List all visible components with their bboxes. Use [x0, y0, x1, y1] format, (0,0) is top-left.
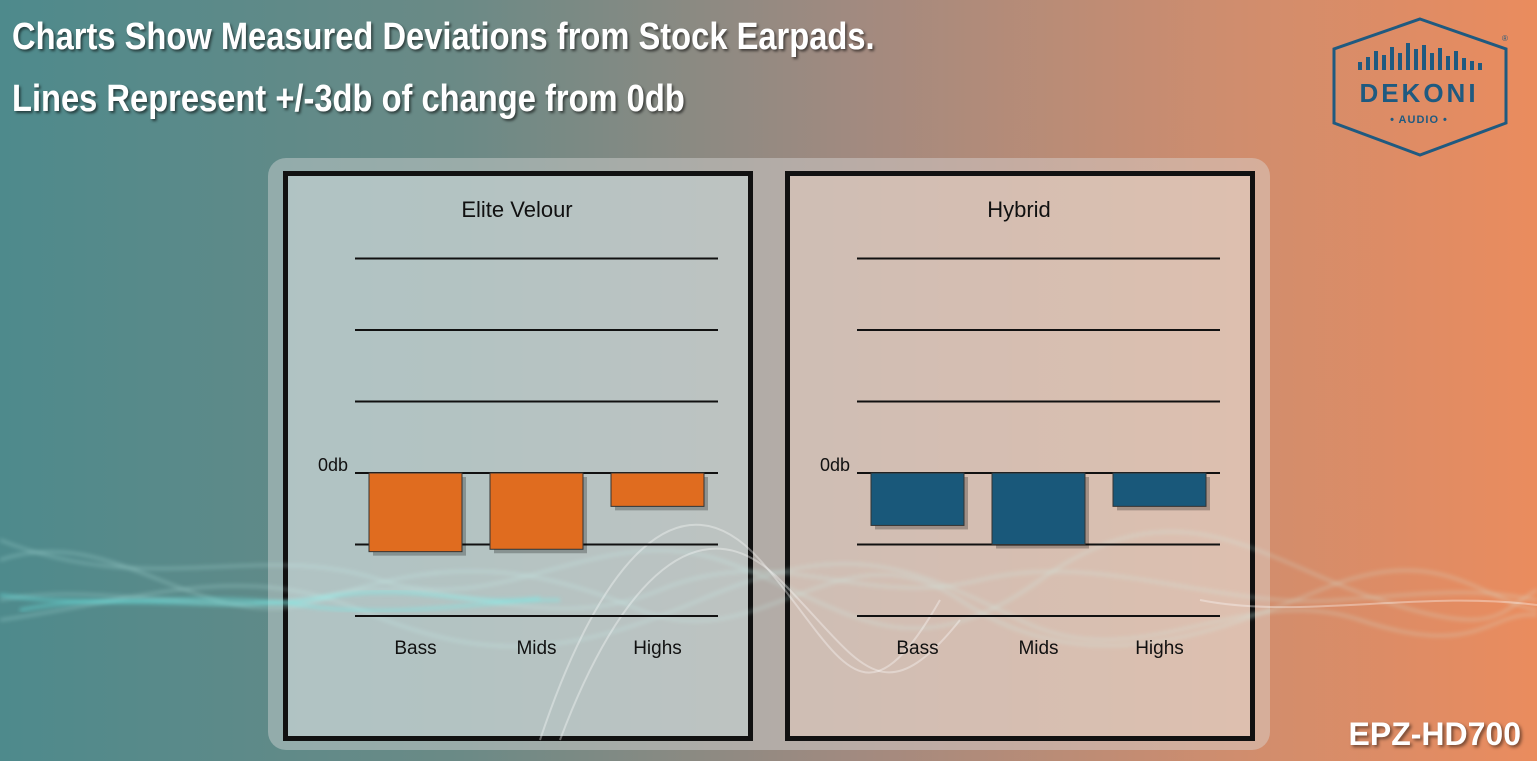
logo-registered-mark: ® — [1502, 34, 1508, 43]
logo-subtitle: • AUDIO • — [1390, 114, 1448, 126]
model-code: EPZ-HD700 — [1348, 716, 1522, 752]
category-label-bass: Bass — [896, 638, 938, 659]
bar-highs — [610, 472, 705, 507]
chart-title: Elite Velour — [461, 197, 572, 222]
headline-line-1: Charts Show Measured Deviations from Sto… — [12, 16, 875, 58]
category-label-highs: Highs — [633, 638, 682, 659]
bar-bass — [870, 472, 965, 526]
bar-bass — [368, 472, 463, 553]
chart-title: Hybrid — [987, 197, 1051, 222]
bar-mids — [991, 472, 1086, 545]
headline-line-2: Lines Represent +/-3db of change from 0d… — [12, 78, 685, 120]
dekoni-logo: ® — [1332, 17, 1508, 157]
bar-mids — [489, 472, 584, 550]
bar-highs — [1112, 472, 1207, 507]
category-label-bass: Bass — [394, 638, 436, 659]
category-label-highs: Highs — [1135, 638, 1184, 659]
category-label-mids: Mids — [516, 638, 556, 659]
category-label-mids: Mids — [1018, 638, 1058, 659]
zero-label: 0db — [820, 455, 850, 475]
zero-label: 0db — [318, 455, 348, 475]
logo-wordmark: DEKONI — [1359, 78, 1479, 108]
